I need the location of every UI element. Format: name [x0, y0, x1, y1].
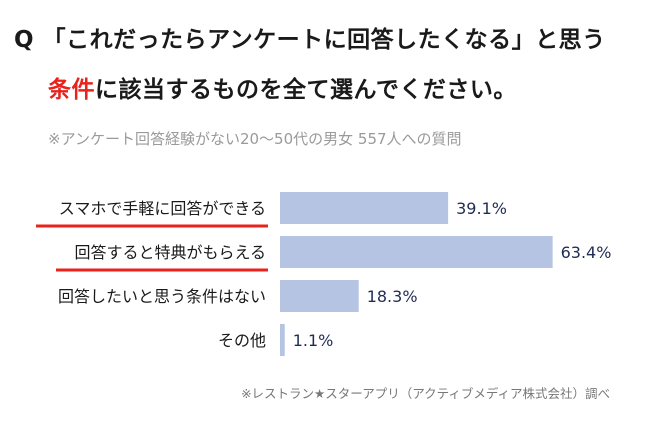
bar-0	[280, 192, 449, 224]
category-label-3: その他	[218, 331, 266, 350]
question-text-1: 「これだったらアンケートに回答したくなる」と思う	[42, 27, 606, 53]
q-mark: Q	[14, 27, 35, 53]
value-label-1: 63.4%	[561, 243, 612, 262]
category-label-0: スマホで手軽に回答ができる	[59, 199, 266, 218]
category-label-2: 回答したいと思う条件はない	[58, 287, 266, 306]
chart-subtitle: ※アンケート回答経験がない20～50代の男女 557人への質問	[48, 130, 462, 148]
question-accent: 条件	[48, 77, 95, 103]
value-label-2: 18.3%	[367, 287, 418, 306]
value-label-0: 39.1%	[456, 199, 507, 218]
question-line-1: Q 「これだったらアンケートに回答したくなる」と思う	[14, 20, 606, 54]
question-text-2: に該当するものを全て選んでください。	[95, 77, 517, 103]
source-footnote: ※レストラン★スターアプリ（アクティブメディア株式会社）調べ	[241, 386, 610, 401]
bar-2	[280, 280, 359, 312]
bar-3	[280, 324, 285, 356]
category-label-1: 回答すると特典がもらえる	[74, 243, 266, 262]
value-label-3: 1.1%	[293, 331, 334, 350]
bar-1	[280, 236, 553, 268]
question-line-2: 条件に該当するものを全て選んでください。	[48, 70, 517, 104]
